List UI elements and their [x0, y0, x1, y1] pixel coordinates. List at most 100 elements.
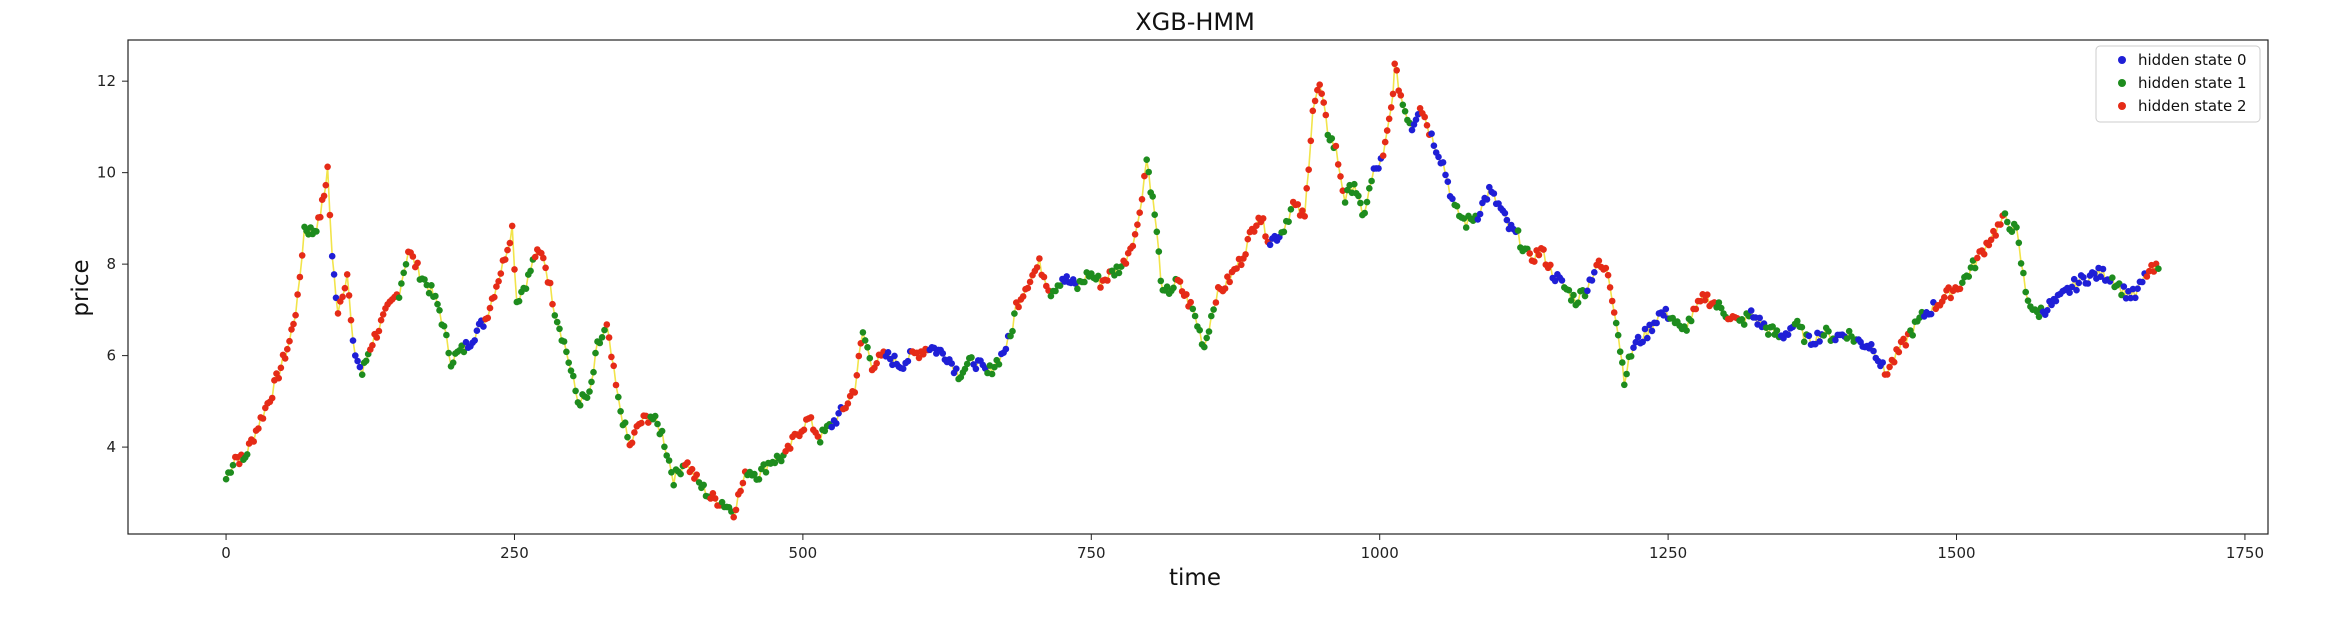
data-point-state-2 [491, 293, 498, 301]
data-point-state-1 [2024, 297, 2032, 305]
data-point-state-1 [1287, 206, 1295, 213]
data-point-state-2 [1602, 264, 1610, 272]
data-point-state-0 [352, 352, 359, 359]
data-point-state-2 [409, 253, 417, 260]
legend-marker-state-0 [2118, 56, 2126, 64]
data-point-state-2 [1226, 278, 1233, 286]
data-point-state-1 [1191, 312, 1199, 320]
data-point-state-2 [298, 252, 306, 259]
y-tick-label: 6 [106, 347, 116, 365]
data-point-state-1 [1820, 332, 1828, 339]
data-point-state-0 [1644, 334, 1651, 342]
data-point-state-0 [1816, 338, 1823, 345]
data-point-state-2 [1309, 107, 1317, 115]
data-point-state-1 [596, 339, 604, 347]
y-tick-label: 12 [97, 72, 116, 90]
data-point-state-0 [356, 363, 364, 371]
data-point-state-1 [395, 294, 403, 302]
data-point-state-2 [255, 425, 262, 432]
data-point-state-2 [1980, 250, 1988, 258]
data-point-state-1 [1151, 211, 1158, 218]
data-point-state-2 [296, 273, 304, 281]
legend-label-state-1: hidden state 1 [2138, 74, 2247, 92]
data-point-state-0 [1430, 142, 1438, 149]
data-point-state-2 [1383, 127, 1391, 134]
data-point-state-1 [1669, 314, 1676, 322]
data-point-state-1 [1143, 156, 1150, 163]
data-point-state-2 [732, 506, 740, 514]
data-point-state-2 [605, 334, 613, 341]
data-point-state-2 [603, 321, 611, 328]
data-point-state-1 [866, 354, 874, 362]
data-point-state-1 [1740, 321, 1748, 328]
data-point-state-0 [1641, 325, 1649, 333]
x-tick-label: 750 [1077, 544, 1106, 562]
data-point-state-2 [1097, 284, 1104, 291]
data-point-state-1 [1765, 331, 1772, 338]
data-point-state-1 [1145, 168, 1152, 176]
data-point-state-1 [615, 393, 622, 401]
data-point-state-2 [1334, 161, 1342, 168]
data-point-state-2 [707, 495, 714, 502]
data-point-state-1 [1965, 273, 1972, 280]
data-point-state-2 [369, 342, 376, 349]
data-point-state-2 [1985, 241, 1993, 249]
data-point-state-2 [1040, 273, 1048, 281]
data-point-state-1 [1170, 284, 1177, 292]
data-point-state-1 [2035, 313, 2043, 321]
data-point-state-2 [786, 445, 794, 452]
data-point-state-2 [1129, 242, 1137, 250]
data-point-state-2 [1303, 185, 1310, 192]
data-point-state-1 [661, 443, 668, 451]
data-point-state-1 [1155, 248, 1163, 255]
data-point-state-1 [2155, 265, 2162, 273]
data-point-state-1 [313, 228, 320, 235]
data-point-state-1 [440, 322, 448, 330]
data-point-state-2 [920, 351, 927, 358]
data-point-state-2 [504, 246, 511, 254]
data-point-state-2 [1886, 363, 1893, 371]
data-point-state-1 [624, 433, 631, 441]
data-point-state-1 [1074, 285, 1081, 293]
data-point-state-2 [484, 314, 492, 322]
data-point-state-1 [556, 325, 563, 333]
data-point-state-1 [2020, 269, 2027, 277]
data-point-state-1 [762, 469, 770, 476]
x-axis-label: time [1169, 565, 1221, 591]
y-axis: 4 6 8 10 12 [97, 72, 128, 456]
data-point-state-0 [1648, 327, 1656, 335]
data-point-state-1 [1355, 192, 1362, 200]
data-point-state-2 [373, 334, 381, 341]
data-point-state-1 [859, 329, 867, 336]
data-point-state-1 [665, 457, 673, 464]
data-point-state-0 [948, 360, 955, 367]
data-point-state-1 [1189, 305, 1197, 313]
data-point-state-1 [1210, 306, 1217, 313]
data-point-state-1 [1619, 359, 1626, 366]
data-point-state-2 [1941, 294, 1948, 301]
data-point-state-0 [2132, 294, 2139, 302]
data-point-state-0 [1476, 210, 1484, 218]
data-point-state-1 [864, 344, 871, 351]
data-point-state-2 [277, 364, 285, 372]
y-tick-label: 10 [97, 164, 116, 182]
data-point-state-2 [286, 337, 293, 345]
data-point-state-1 [1366, 185, 1373, 192]
data-point-state-0 [2084, 280, 2092, 287]
data-point-state-2 [1250, 228, 1258, 235]
data-point-state-2 [1134, 221, 1141, 228]
data-point-state-1 [968, 354, 975, 361]
data-point-state-1 [1285, 218, 1292, 225]
data-point-state-2 [814, 433, 822, 440]
data-point-state-1 [1341, 199, 1349, 206]
data-point-state-1 [2008, 228, 2016, 235]
data-point-state-1 [1196, 326, 1203, 334]
data-point-state-1 [1687, 317, 1695, 325]
data-point-state-2 [1187, 298, 1194, 306]
data-point-state-2 [493, 283, 500, 290]
data-point-state-1 [1800, 338, 1808, 346]
data-point-state-0 [2120, 283, 2128, 290]
data-point-state-1 [1514, 227, 1522, 234]
data-point-state-2 [1884, 371, 1891, 378]
data-point-state-1 [2001, 210, 2009, 217]
